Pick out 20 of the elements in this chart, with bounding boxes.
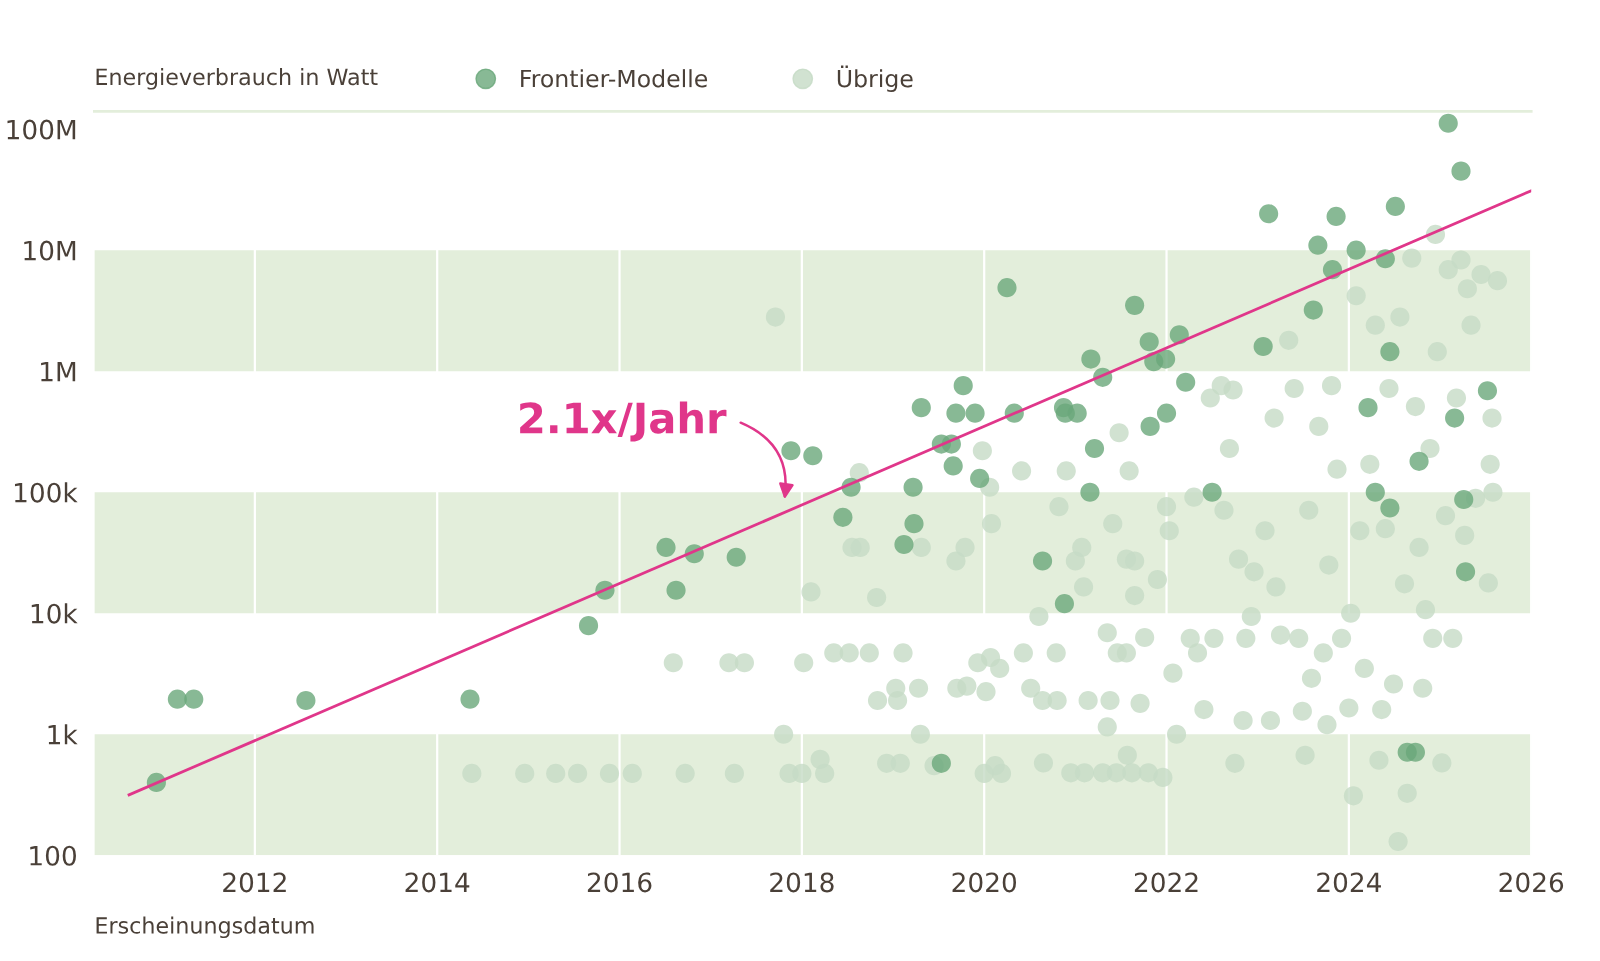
x-tick-label: 2014 — [405, 872, 470, 893]
legend-label: Frontier-Modelle — [521, 69, 708, 88]
x-tick-label: 2024 — [1317, 872, 1381, 893]
y-tick-label: 100 — [30, 845, 76, 866]
y-tick-label: 1M — [41, 361, 76, 382]
x-tick-label: 2016 — [587, 872, 652, 893]
x-tick-label: 2020 — [952, 872, 1017, 893]
x-tick-label: 2026 — [1499, 872, 1564, 893]
y-tick-label: 100M — [7, 119, 76, 140]
y-tick-label: 1k — [48, 724, 78, 745]
y-tick-label: 100k — [14, 482, 78, 503]
annotation: 2.1x/Jahr — [520, 401, 727, 442]
y-tick-label: 10k — [31, 603, 78, 624]
y-tick-label: 10M — [24, 240, 76, 261]
legend-label: Übrige — [837, 65, 913, 93]
x-tick-label: 2018 — [770, 872, 834, 893]
x-axis-title: Erscheinungsdatum — [96, 916, 314, 939]
x-tick-label: 2012 — [223, 872, 286, 893]
x-tick-label: 2022 — [1134, 872, 1198, 893]
y-axis-title: Energieverbrauch in Watt — [96, 68, 378, 90]
